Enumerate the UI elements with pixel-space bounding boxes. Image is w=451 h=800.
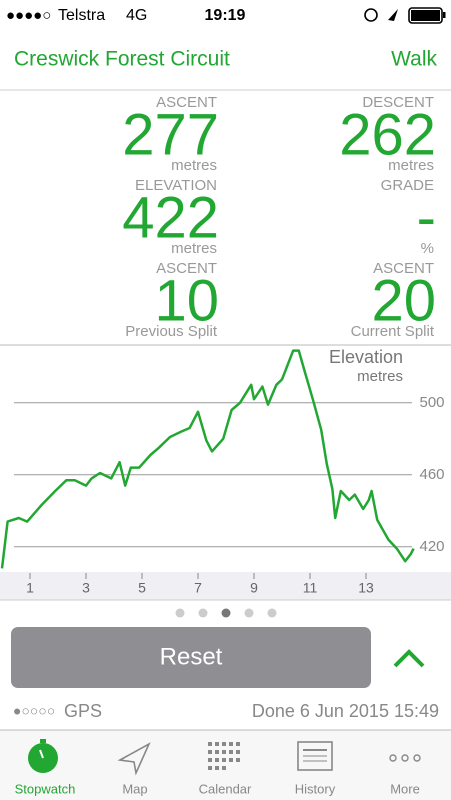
tab-label[interactable]: Map (122, 781, 147, 796)
gps-label: GPS (64, 701, 102, 721)
stat-label: ASCENT (373, 260, 434, 277)
network: 4G (126, 7, 147, 24)
signal: ●●●●○ (6, 7, 51, 24)
stat-label: ASCENT (156, 260, 217, 277)
stats: ASCENT277metresDESCENT262metresELEVATION… (122, 94, 436, 340)
stat-unit: Current Split (351, 323, 435, 340)
stat-label: DESCENT (362, 94, 434, 111)
stat-unit: Previous Split (125, 323, 218, 340)
x-tick-label: 13 (358, 580, 374, 596)
stat-unit: metres (171, 240, 217, 257)
x-tick-label: 5 (138, 580, 146, 596)
chart-title: Elevation (329, 347, 403, 367)
stat-unit: % (421, 240, 434, 257)
page-indicator (175, 608, 277, 618)
carrier: Telstra (58, 7, 105, 24)
stat-value: 10 (154, 268, 219, 333)
chart-subtitle: metres (357, 368, 403, 385)
expand-button[interactable] (393, 649, 425, 668)
tab-label[interactable]: More (390, 781, 420, 796)
stat-label: ELEVATION (135, 177, 217, 194)
stat-value: - (417, 185, 436, 250)
x-tick-label: 9 (250, 580, 258, 596)
y-tick-label: 500 (419, 394, 444, 411)
x-tick-label: 11 (303, 580, 318, 596)
y-tick-label: 460 (419, 466, 444, 483)
stat-value: 277 (122, 102, 219, 167)
nav-action[interactable]: Walk (391, 48, 437, 71)
stat-value: 262 (339, 102, 436, 167)
x-tick-label: 7 (194, 580, 202, 596)
reset-button[interactable] (11, 627, 371, 688)
tab-label[interactable]: Calendar (199, 781, 252, 796)
x-tick-label: 1 (26, 580, 34, 596)
y-tick-label: 420 (419, 538, 444, 555)
tab-icons (28, 739, 421, 776)
status-text: Done 6 Jun 2015 15:49 (252, 701, 439, 721)
stat-unit: metres (171, 157, 217, 174)
stat-value: 422 (122, 185, 219, 250)
tab-bar (0, 730, 451, 800)
elevation-line (0, 349, 415, 569)
time: 19:19 (205, 7, 246, 24)
tabs: Stopwatch Map Calendar History More (15, 781, 420, 796)
x-axis-band (0, 572, 451, 600)
stat-label: ASCENT (156, 94, 217, 111)
reset-label: Reset (160, 643, 223, 670)
gps-signal: ●○○○○ (13, 703, 55, 719)
stat-label: GRADE (381, 177, 434, 194)
stat-unit: metres (388, 157, 434, 174)
stat-value: 20 (371, 268, 436, 333)
x-tick-label: 3 (82, 580, 90, 596)
tab-label[interactable]: Stopwatch (15, 781, 76, 796)
nav-title: Creswick Forest Circuit (14, 48, 230, 71)
status-icons (364, 7, 446, 24)
tab-label[interactable]: History (295, 781, 336, 796)
